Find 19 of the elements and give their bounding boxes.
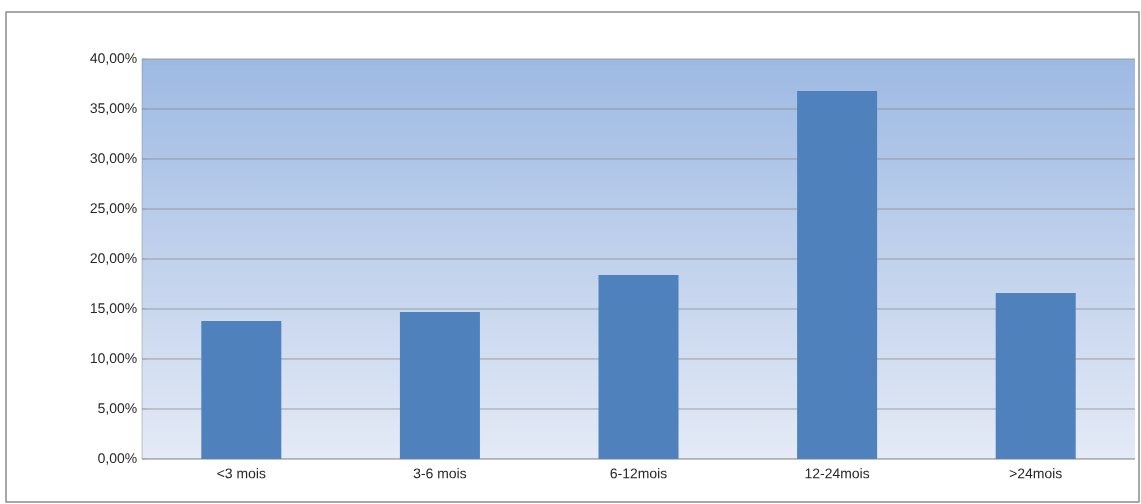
y-tick-label: 30,00% <box>90 153 137 165</box>
y-tick-label: 35,00% <box>90 103 137 115</box>
bar <box>598 274 679 459</box>
x-tick-label: 12-24mois <box>805 468 870 479</box>
y-tick-label: 15,00% <box>90 303 137 315</box>
bar <box>201 320 282 459</box>
y-tick-label: 10,00% <box>90 353 137 365</box>
x-tick-label: >24mois <box>1009 468 1062 479</box>
x-tick-label: 6-12mois <box>610 468 667 479</box>
x-tick-label: 3-6 mois <box>413 468 467 479</box>
bar <box>797 90 878 459</box>
x-tick-label: <3 mois <box>217 468 266 479</box>
bar <box>399 311 480 459</box>
y-tick-label: 25,00% <box>90 203 137 215</box>
y-tick-label: 5,00% <box>98 403 137 415</box>
y-tick-label: 40,00% <box>90 53 137 65</box>
y-tick-label: 20,00% <box>90 253 137 265</box>
bar <box>995 292 1076 459</box>
y-tick-label: 0,00% <box>98 453 137 465</box>
